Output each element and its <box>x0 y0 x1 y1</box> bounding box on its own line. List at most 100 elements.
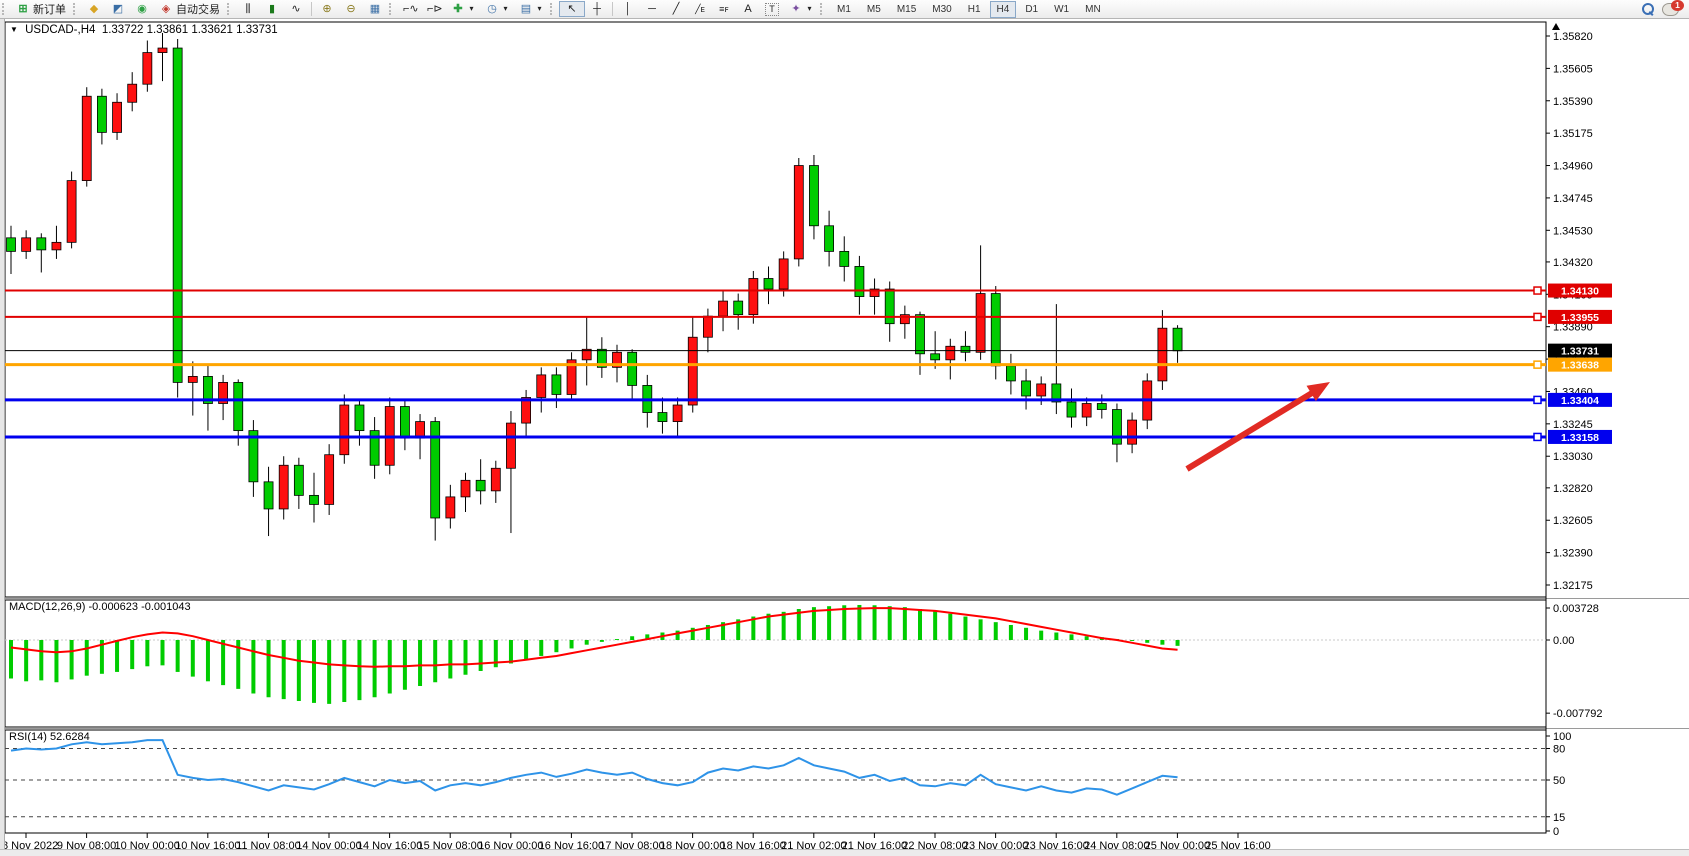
candle-up <box>157 47 168 53</box>
price-tick-label: 1.35390 <box>1553 96 1593 108</box>
level-line-handle[interactable] <box>1533 312 1542 322</box>
candle-down <box>657 412 668 422</box>
fibonacci-icon: ≡ꜰ <box>719 4 729 14</box>
timeframe-m30[interactable]: M30 <box>932 3 952 15</box>
new-chart-button[interactable]: ✚ ▾ <box>446 1 480 17</box>
cursor-button[interactable]: ↖ <box>559 1 585 17</box>
bar-chart-icon: ⫼ <box>245 3 251 15</box>
crosshair-button[interactable]: ┼ <box>585 1 609 17</box>
candle-down <box>854 266 865 297</box>
text-icon: A <box>744 3 752 15</box>
candle-up <box>490 467 501 492</box>
vertical-line-button[interactable]: │ <box>616 1 640 17</box>
arrows-button[interactable]: ✦ ▾ <box>784 1 818 17</box>
template-button[interactable]: ▤ ▾ <box>514 1 548 17</box>
timeframe-m1[interactable]: M1 <box>837 3 851 15</box>
autotrade-button[interactable]: ◈ 自动交易 <box>154 1 225 17</box>
price-tick-label: 1.34530 <box>1553 225 1593 237</box>
level-line-handle[interactable] <box>1533 395 1542 405</box>
trendline-button[interactable]: ╱ <box>664 1 688 17</box>
data-window-button[interactable]: ◩ <box>106 1 130 17</box>
level-line-handle[interactable] <box>1533 360 1542 369</box>
toolbar-grip <box>73 3 80 15</box>
candle-up <box>869 288 880 297</box>
indicator-list-button[interactable]: ⌐∿ <box>398 1 422 17</box>
price-badge <box>1548 429 1612 444</box>
crosshair-icon: ┼ <box>593 3 601 15</box>
search-icon[interactable] <box>1642 3 1654 16</box>
navigator-button[interactable]: ◉ <box>130 1 154 17</box>
timeframe-w1[interactable]: W1 <box>1054 3 1070 15</box>
timeframe-mn[interactable]: MN <box>1085 3 1101 15</box>
level-line-handle[interactable] <box>1533 432 1542 442</box>
macd-panel[interactable] <box>4 599 1547 728</box>
tile-windows-button[interactable]: ▦ <box>363 1 387 17</box>
annotation-arrow-head[interactable] <box>1306 382 1330 402</box>
candle-down <box>6 237 16 252</box>
annotation-arrow-shaft[interactable] <box>1185 386 1320 472</box>
candle-up <box>142 52 153 85</box>
candle-down <box>930 353 941 361</box>
period-button[interactable]: ◷ ▾ <box>480 1 514 17</box>
timeframe-m5[interactable]: M5 <box>866 3 881 15</box>
timeframe-m15[interactable]: M15 <box>896 3 917 15</box>
channel-button[interactable]: ╱ᴇ <box>688 1 712 17</box>
line-chart-icon: ∿ <box>291 3 301 15</box>
horizontal-line-button[interactable]: ─ <box>640 1 664 17</box>
timeframe-h1[interactable]: H1 <box>967 3 981 15</box>
candle-down <box>884 288 895 325</box>
price-tick-label: 1.32175 <box>1553 580 1593 592</box>
main-chart-panel[interactable] <box>4 21 1547 598</box>
candle-up <box>899 314 910 325</box>
rsi-panel[interactable] <box>4 729 1547 834</box>
candle-down <box>369 430 380 466</box>
candle-up <box>445 496 456 519</box>
zoom-in-button[interactable]: ⊕ <box>315 1 339 17</box>
candle-up <box>793 165 804 260</box>
channel-icon: ╱ᴇ <box>695 4 705 14</box>
price-tick-label: 1.32605 <box>1553 515 1593 527</box>
macd-tick-label: 0.00 <box>1553 635 1574 647</box>
candle-up <box>127 83 138 103</box>
price-badge-label: 1.33731 <box>1561 346 1599 358</box>
candle-down <box>203 375 213 404</box>
candle-up <box>1127 419 1137 445</box>
new-order-icon: ⊞ <box>18 3 28 15</box>
price-badge <box>1548 343 1612 358</box>
line-chart-button[interactable]: ∿ <box>284 1 308 17</box>
market-watch-button[interactable]: ◆ <box>82 1 106 17</box>
candle-up <box>945 345 956 361</box>
bar-chart-button[interactable]: ⫼ <box>236 1 260 17</box>
timeframe-d1[interactable]: D1 <box>1025 3 1039 15</box>
chart-menu-icon[interactable]: ▼ <box>10 25 18 34</box>
candlestick-chart-button[interactable]: ▮ <box>260 1 284 17</box>
candle-up <box>339 404 350 456</box>
text-button[interactable]: A <box>736 1 760 17</box>
fibonacci-button[interactable]: ≡ꜰ <box>712 1 736 17</box>
candle-down <box>733 300 744 316</box>
candlestick-chart-icon: ▮ <box>268 3 276 15</box>
price-tick-label: 1.32820 <box>1553 483 1593 495</box>
notifications-icon[interactable]: 1 <box>1662 0 1684 16</box>
tile-windows-icon: ▦ <box>369 3 381 15</box>
candle-up <box>1081 403 1092 418</box>
vertical-line-icon: │ <box>624 3 632 15</box>
chart-title: ▼ USDCAD-,H4 1.33722 1.33861 1.33621 1.3… <box>10 24 278 36</box>
new-order-button[interactable]: ⊞ 新订单 <box>11 1 71 17</box>
candle-down <box>1096 403 1107 410</box>
zoom-out-button[interactable]: ⊖ <box>339 1 363 17</box>
timeframe-h4[interactable]: H4 <box>989 0 1017 18</box>
candle-up <box>612 351 622 368</box>
text-label-button[interactable]: T <box>760 1 784 17</box>
indicator-window-button[interactable]: ⌐⊳ <box>422 1 446 17</box>
candle-up <box>975 293 986 353</box>
data-window-icon: ◩ <box>112 3 124 15</box>
trendline-icon: ╱ <box>672 3 680 15</box>
clock-icon: ◷ <box>487 3 497 15</box>
price-badge <box>1548 357 1612 372</box>
candle-down <box>824 225 834 252</box>
price-badge-label: 1.33955 <box>1561 312 1599 324</box>
candle-down <box>399 406 410 439</box>
level-line-handle[interactable] <box>1533 286 1542 295</box>
